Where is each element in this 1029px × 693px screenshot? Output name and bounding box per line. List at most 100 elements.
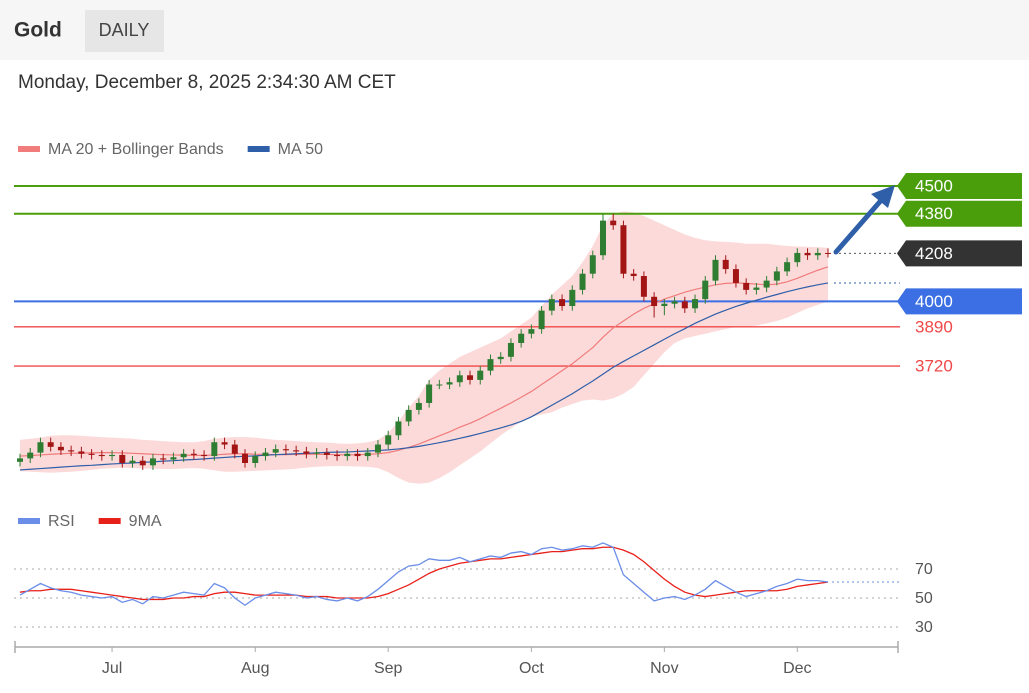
level-label-box — [897, 288, 1022, 315]
candle-body — [763, 280, 770, 288]
bollinger-band — [20, 211, 828, 484]
candle-body — [773, 271, 780, 281]
line — [19, 546, 829, 601]
candle-body — [640, 276, 647, 297]
legend-label: 9MA — [129, 513, 162, 530]
x-tick-label: Oct — [519, 660, 544, 677]
candle-body — [139, 460, 146, 466]
candle-body — [753, 287, 760, 290]
candle-body — [201, 454, 208, 457]
candle-body — [732, 269, 739, 283]
candle-body — [651, 296, 658, 307]
candle-body — [743, 282, 750, 290]
candle-body — [98, 454, 105, 457]
candle-body — [671, 301, 678, 304]
candle-body — [426, 384, 433, 403]
candle-body — [364, 452, 371, 457]
candle-body — [385, 435, 392, 445]
y-tick-label: 50 — [915, 590, 933, 607]
level-label: 3890 — [915, 317, 953, 336]
candle-body — [27, 452, 34, 459]
candle-body — [180, 453, 187, 458]
candle-body — [405, 409, 412, 422]
candle-body — [242, 453, 249, 463]
candle-body — [334, 454, 341, 457]
level-label: 4500 — [915, 176, 953, 195]
candle-body — [804, 252, 811, 256]
candle-body — [262, 452, 269, 457]
candle-body — [610, 220, 617, 226]
candle-body — [293, 450, 300, 452]
level-label-box — [897, 172, 1022, 199]
candle-body — [47, 442, 54, 447]
candle-body — [211, 442, 218, 457]
legend-label: MA 50 — [278, 141, 323, 158]
level-label: 3720 — [915, 357, 953, 376]
y-tick-label: 70 — [915, 561, 933, 578]
candle-body — [57, 446, 64, 451]
candle-body — [190, 453, 197, 455]
candle-body — [620, 225, 627, 274]
timeframe: DAILY — [99, 20, 150, 40]
candle-body — [252, 456, 259, 463]
timeframe-box — [85, 10, 164, 52]
candle-body — [681, 301, 688, 309]
candle-body — [518, 333, 525, 343]
header-bar — [0, 0, 1029, 60]
level-label: 4000 — [915, 292, 953, 311]
candle-body — [231, 444, 238, 454]
legend-swatch — [18, 518, 40, 524]
candle-body — [119, 454, 126, 463]
candle-body — [599, 220, 606, 256]
candle-body — [814, 252, 821, 256]
candle-body — [467, 375, 474, 380]
line — [19, 542, 829, 607]
timestamp: Monday, December 8, 2025 2:34:30 AM CET — [18, 72, 396, 93]
x-tick-label: Jul — [102, 660, 122, 677]
candle-body — [712, 259, 719, 281]
candle-body — [569, 289, 576, 307]
candle-body — [17, 458, 23, 462]
candle-body — [692, 299, 699, 309]
candle-body — [129, 460, 136, 463]
candle-body — [528, 329, 535, 334]
last-price-box — [897, 240, 1022, 267]
candle-body — [170, 457, 177, 460]
candle-body — [313, 452, 320, 454]
candle-body — [456, 375, 463, 383]
candle-body — [344, 453, 351, 457]
candle-body — [794, 252, 801, 263]
target-arrow — [833, 185, 895, 255]
candle-body — [374, 444, 381, 453]
candle-body — [538, 310, 545, 330]
candle-body — [661, 303, 668, 307]
candle-body — [149, 458, 156, 466]
legend-swatch — [18, 146, 40, 152]
candle-body — [272, 449, 279, 453]
candle-body — [784, 262, 791, 272]
x-tick-label: Nov — [650, 660, 678, 677]
ma-line — [19, 266, 829, 457]
candle-body — [507, 342, 514, 357]
candle-body — [559, 299, 566, 307]
candle-body — [221, 442, 228, 445]
candle-body — [825, 252, 831, 254]
candle-body — [497, 356, 504, 360]
candle-body — [354, 453, 361, 457]
candle-body — [702, 280, 709, 300]
x-tick-label: Aug — [241, 660, 269, 677]
candle-body — [78, 451, 85, 454]
candle-body — [548, 299, 555, 311]
candle-body — [446, 382, 453, 385]
candle-body — [395, 421, 402, 436]
arrow-head — [871, 185, 895, 208]
candle-body — [160, 458, 167, 460]
x-tick-label: Sep — [374, 660, 403, 677]
candle-body — [487, 359, 494, 371]
candle-body — [415, 402, 422, 410]
legend-label: RSI — [48, 513, 75, 530]
legend-label: MA 20 + Bollinger Bands — [48, 141, 224, 158]
candle-body — [323, 452, 330, 455]
title: Gold — [14, 19, 62, 42]
